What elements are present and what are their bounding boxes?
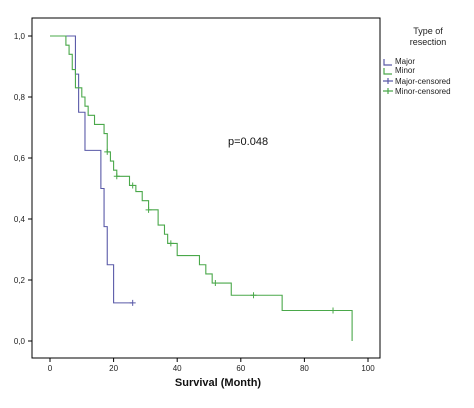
- y-axis: 0,0 0,2 0,4 0,6 0,8 1,0: [14, 32, 32, 346]
- censor-mark-minor: [250, 292, 257, 299]
- y-tick-label: 0,4: [14, 215, 26, 224]
- censor-mark-minor: [113, 173, 120, 180]
- censor-mark-minor: [145, 206, 152, 213]
- series-major-line: [50, 35, 133, 304]
- x-axis: 0 20 40 60 80 100: [48, 358, 375, 373]
- y-tick-label: 0,2: [14, 276, 26, 285]
- legend-major-censored-label: Major-censored: [395, 77, 451, 86]
- censor-mark-minor: [330, 307, 337, 314]
- legend-title-line1: Type of: [413, 26, 443, 36]
- x-axis-label: Survival (Month): [175, 377, 262, 389]
- legend-minor-censored-icon: [383, 88, 393, 94]
- legend-title-line2: resection: [410, 37, 447, 47]
- x-tick-label: 0: [48, 364, 53, 373]
- x-tick-label: 100: [361, 364, 375, 373]
- series-minor-line: [50, 35, 353, 341]
- y-tick-label: 0,6: [14, 154, 26, 163]
- legend-entry-minor-censored: Minor-censored: [383, 87, 451, 96]
- censor-mark-minor: [129, 182, 136, 189]
- y-tick-label: 0,0: [14, 337, 26, 346]
- p-value-annotation: p=0.048: [228, 136, 268, 148]
- censor-mark-minor: [212, 280, 219, 287]
- legend-entry-major: Major: [383, 57, 415, 66]
- legend-minor-line-icon: [383, 68, 392, 75]
- y-tick-label: 1,0: [14, 32, 26, 41]
- y-tick-label: 0,8: [14, 93, 26, 102]
- legend-entry-minor: Minor: [383, 66, 415, 75]
- legend-entry-major-censored: Major-censored: [383, 77, 451, 86]
- plot-frame: [31, 17, 381, 359]
- x-tick-label: 40: [173, 364, 182, 373]
- legend-major-line-icon: [383, 59, 392, 66]
- censor-mark-minor: [104, 148, 111, 155]
- x-tick-label: 20: [109, 364, 118, 373]
- legend-minor-label: Minor: [395, 66, 415, 75]
- x-tick-label: 60: [236, 364, 245, 373]
- legend-major-censored-icon: [383, 78, 393, 84]
- x-tick-label: 80: [300, 364, 309, 373]
- legend-major-label: Major: [395, 57, 415, 66]
- series-layer: [50, 35, 353, 341]
- legend-minor-censored-label: Minor-censored: [395, 87, 451, 96]
- legend: Type of resection Major Minor Major-cens…: [383, 26, 451, 96]
- censor-mark-minor: [167, 240, 174, 247]
- censor-mark-major: [129, 299, 136, 306]
